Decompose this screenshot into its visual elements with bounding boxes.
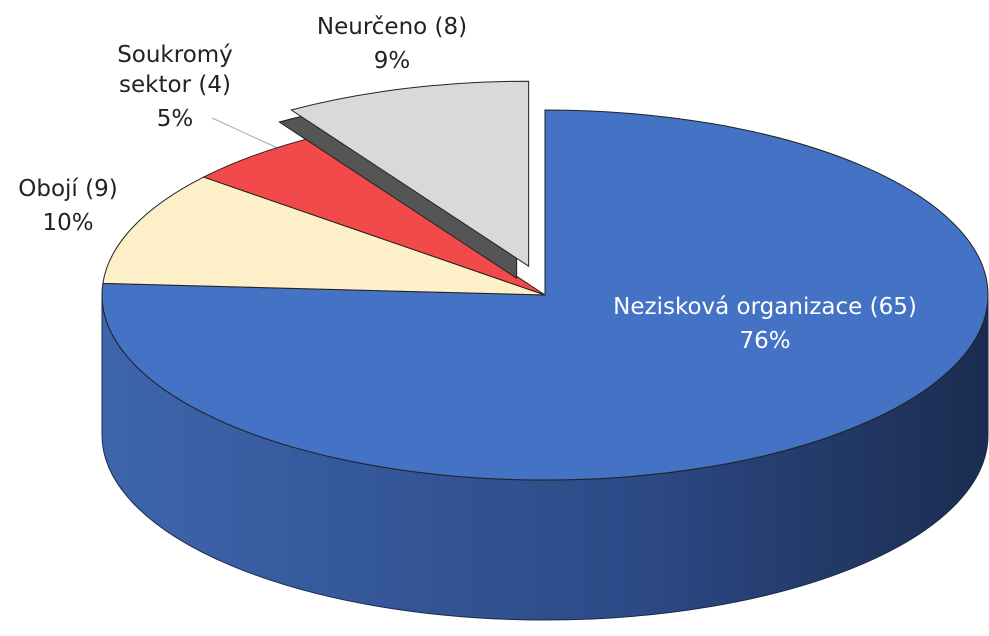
slice-label: Nezisková organizace (65) bbox=[613, 294, 917, 320]
slice-value-label: 76% bbox=[739, 328, 791, 354]
slice-label: Neurčeno (8) bbox=[316, 14, 468, 40]
slice-value-label: 5% bbox=[156, 106, 194, 132]
slice-value-label: 9% bbox=[373, 48, 411, 74]
leader-line bbox=[211, 117, 283, 151]
slice-label: Soukromý sektor (4) bbox=[117, 42, 233, 98]
slice bbox=[290, 80, 530, 268]
slice-value-label: 10% bbox=[42, 210, 94, 236]
slice-label: Obojí (9) bbox=[18, 176, 118, 202]
slice bbox=[102, 176, 546, 296]
